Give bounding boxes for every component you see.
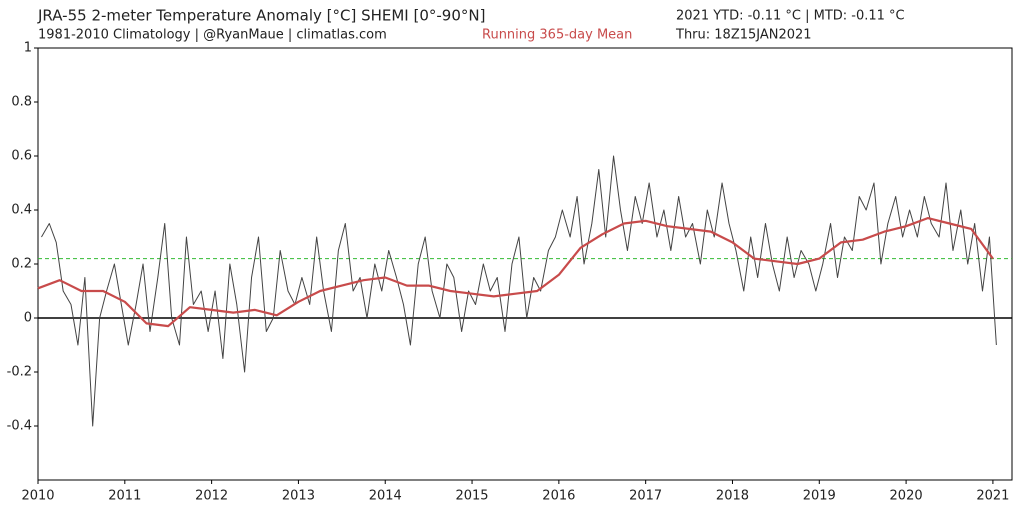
x-tick-label: 2011: [108, 489, 141, 504]
stats: 2021 YTD: -0.11 °C | MTD: -0.11 °C: [676, 9, 905, 24]
y-tick-label: 1: [24, 41, 32, 56]
x-tick-label: 2017: [629, 489, 662, 504]
x-tick-label: 2014: [369, 489, 402, 504]
x-tick-label: 2015: [455, 489, 488, 504]
x-tick-label: 2018: [716, 489, 749, 504]
x-tick-label: 2013: [282, 489, 315, 504]
y-tick-label: 0.6: [11, 149, 32, 164]
x-tick-label: 2010: [21, 489, 54, 504]
x-tick-label: 2016: [542, 489, 575, 504]
thru-date: Thru: 18Z15JAN2021: [675, 28, 812, 43]
y-tick-label: 0.8: [11, 95, 32, 110]
x-tick-label: 2012: [195, 489, 228, 504]
x-tick-label: 2020: [890, 489, 923, 504]
x-tick-label: 2021: [976, 489, 1009, 504]
series-line: [37, 217, 994, 328]
y-tick-label: -0.2: [7, 365, 32, 380]
chart-subtitle: 1981-2010 Climatology | @RyanMaue | clim…: [38, 28, 387, 43]
series-line: [41, 155, 997, 427]
y-tick-label: -0.4: [7, 419, 32, 434]
chart-title: JRA-55 2-meter Temperature Anomaly [°C] …: [37, 7, 485, 25]
y-tick-label: 0: [24, 311, 32, 326]
y-tick-label: 0.4: [11, 203, 32, 218]
y-tick-label: 0.2: [11, 257, 32, 272]
legend-label: Running 365-day Mean: [482, 28, 632, 43]
x-tick-label: 2019: [803, 489, 836, 504]
